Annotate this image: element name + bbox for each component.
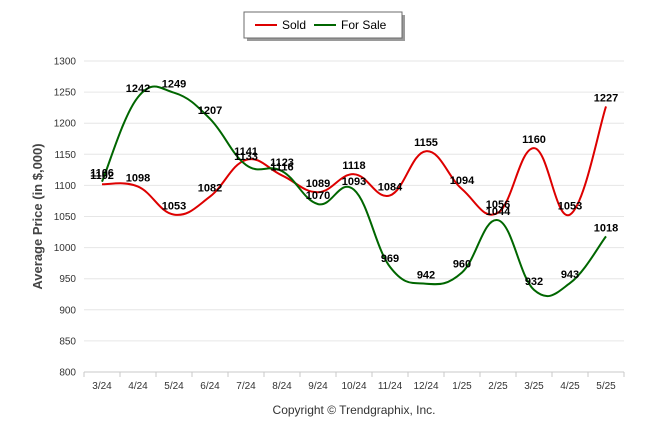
data-label: 1160 (522, 134, 546, 146)
data-label: 932 (525, 276, 543, 288)
series-line-for-sale (101, 85, 607, 298)
data-label: 1242 (126, 83, 150, 95)
x-tick-label: 8/24 (272, 381, 292, 392)
data-label: 1089 (306, 178, 330, 190)
data-label: 1155 (414, 137, 438, 149)
x-tick-label: 10/24 (341, 381, 366, 392)
data-label: 1093 (342, 176, 366, 188)
data-label: 1118 (342, 160, 365, 172)
x-tick-label: 4/25 (560, 381, 580, 392)
data-label: 1044 (486, 206, 511, 218)
data-label: 960 (453, 258, 471, 270)
data-label: 1084 (378, 181, 403, 193)
data-labels: 1102 1098 1053 1082 1141 1116 1089 1118 1084 1155… (90, 79, 618, 288)
legend-label-sold: Sold (282, 18, 306, 32)
data-label: 943 (561, 269, 579, 281)
data-label: 1116 (270, 161, 293, 173)
x-tick-label: 4/24 (128, 381, 148, 392)
y-tick-label: 1000 (54, 243, 77, 254)
data-label: 1082 (198, 183, 222, 195)
data-label: 1056 (486, 199, 510, 211)
x-tick-label: 3/25 (524, 381, 544, 392)
series-lines (101, 85, 607, 298)
y-axis-ticks: 800 850 900 950 1000 1050 1100 1150 1200 1250 1300 (54, 57, 77, 379)
data-label: 1098 (126, 173, 150, 185)
x-tick-label: 5/24 (164, 381, 184, 392)
x-axis-ticks: 3/24 4/24 5/24 6/24 7/24 8/24 9/24 10/24 11/24 12… (83, 372, 625, 392)
data-label: 1141 (234, 146, 258, 158)
data-label: 1249 (162, 79, 186, 91)
data-label: 942 (417, 270, 435, 282)
x-tick-label: 11/24 (378, 381, 403, 392)
y-tick-label: 800 (59, 368, 76, 379)
data-label: 1227 (594, 92, 618, 104)
y-tick-label: 1300 (54, 57, 77, 68)
x-tick-label: 1/25 (452, 381, 472, 392)
data-label: 1053 (162, 201, 186, 213)
legend: Sold For Sale (243, 11, 405, 41)
x-tick-label: 6/24 (200, 381, 220, 392)
data-label: 1070 (306, 190, 330, 202)
x-tick-label: 2/25 (488, 381, 508, 392)
gridlines (84, 60, 624, 373)
x-tick-label: 12/24 (413, 381, 438, 392)
y-tick-label: 1200 (54, 119, 77, 130)
y-tick-label: 1150 (54, 150, 76, 161)
data-label: 1123 (270, 157, 294, 169)
data-label: 1094 (450, 175, 475, 187)
data-label: 1106 (90, 168, 114, 180)
y-axis-label: Average Price (in $,000) (30, 143, 45, 289)
data-label: 1102 (90, 170, 114, 182)
x-tick-label: 7/24 (236, 381, 256, 392)
x-tick-label: 9/24 (308, 381, 328, 392)
data-label: 1018 (594, 222, 618, 234)
legend-label-for-sale: For Sale (341, 18, 387, 32)
series-line-sold (101, 106, 607, 216)
y-tick-label: 850 (59, 336, 76, 347)
y-tick-label: 1250 (54, 88, 77, 99)
y-tick-label: 900 (59, 305, 76, 316)
x-tick-label: 5/25 (596, 381, 616, 392)
y-tick-label: 1050 (54, 212, 77, 223)
x-tick-label: 3/24 (92, 381, 112, 392)
y-tick-label: 950 (59, 274, 76, 285)
data-label: 1133 (234, 151, 258, 163)
data-label: 969 (381, 253, 399, 265)
copyright-credit: Copyright © Trendgraphix, Inc. (273, 403, 436, 417)
y-tick-label: 1100 (54, 181, 76, 192)
data-label: 1053 (558, 201, 582, 213)
data-label: 1207 (198, 105, 222, 117)
